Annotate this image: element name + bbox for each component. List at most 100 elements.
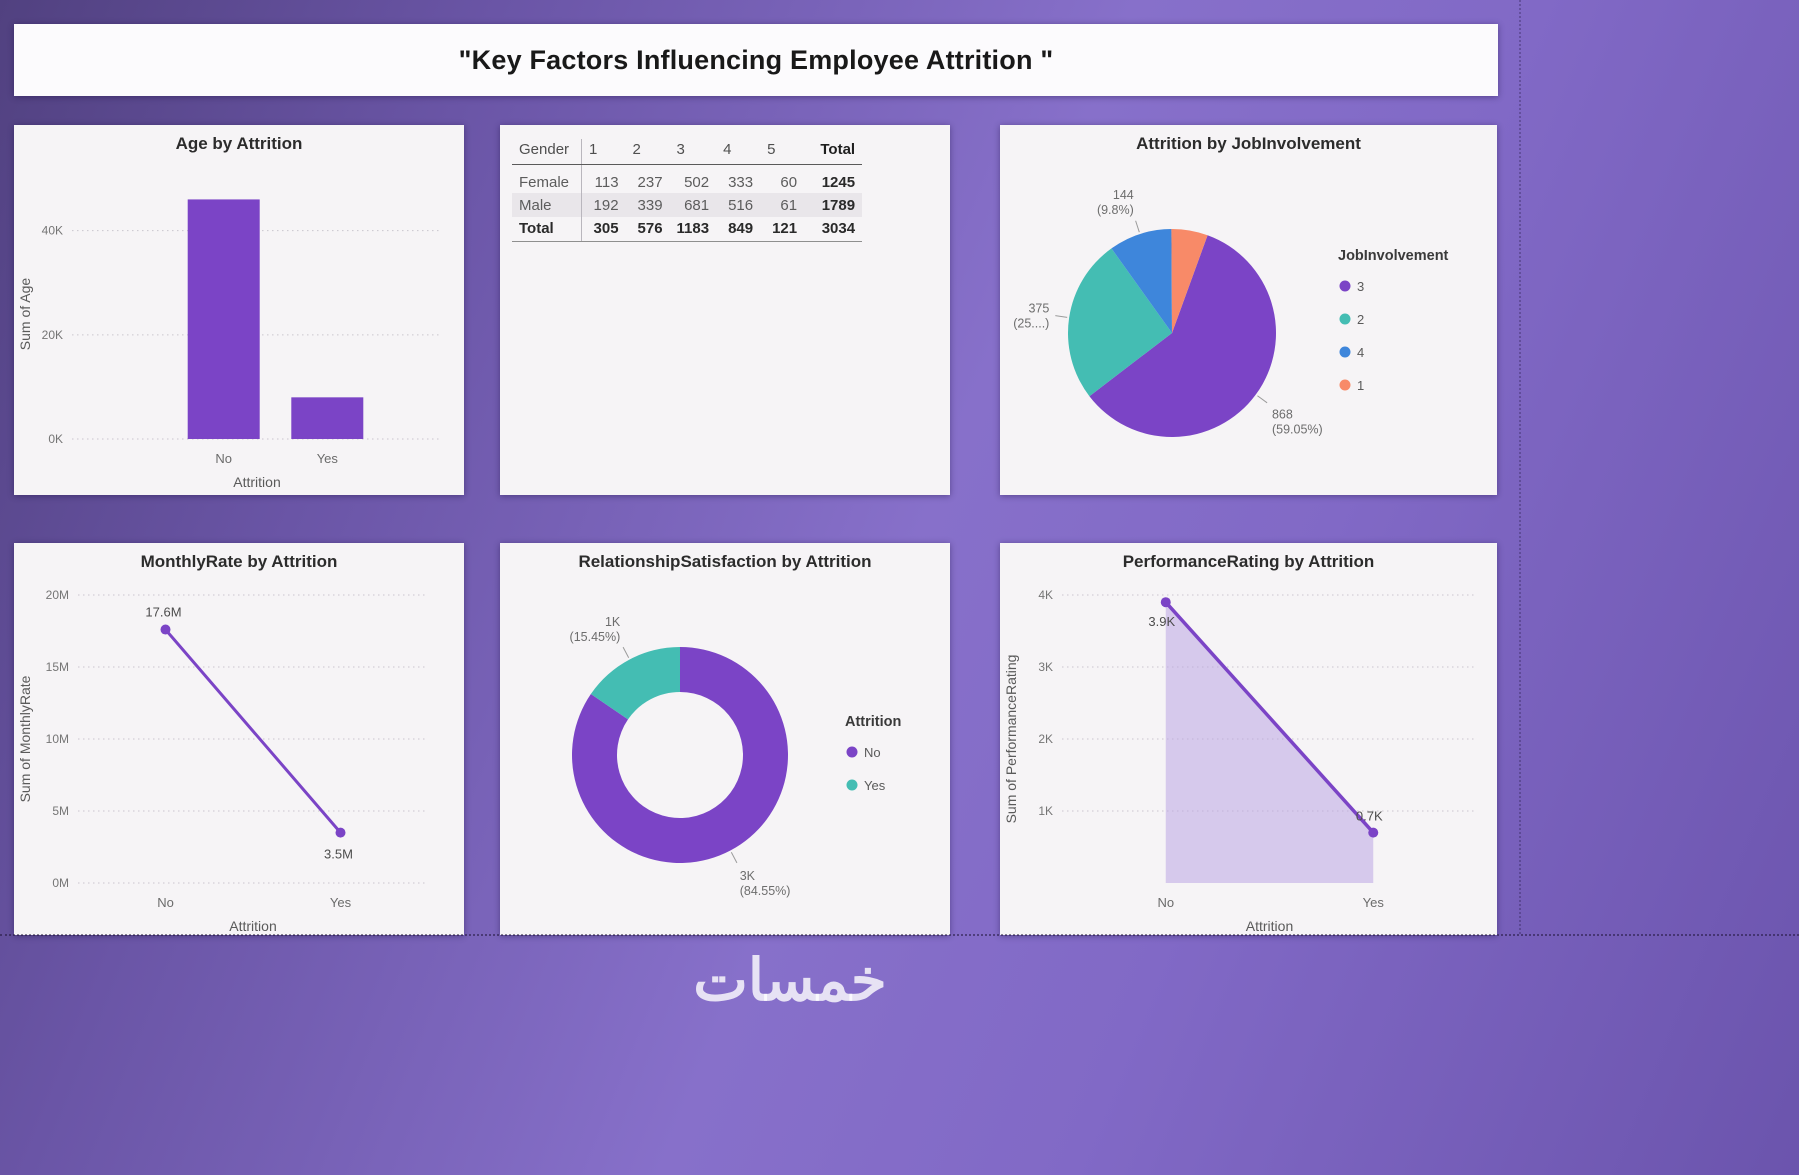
y-axis-title: Sum of Age xyxy=(17,278,33,351)
table-cell[interactable]: 849 xyxy=(716,217,761,242)
bar-Yes[interactable] xyxy=(291,397,364,439)
column-header-total[interactable]: Total xyxy=(804,139,863,165)
table-cell[interactable]: 121 xyxy=(760,217,805,242)
x-category-label: Yes xyxy=(1363,895,1385,910)
label-leader-line xyxy=(1257,395,1268,404)
donut-slice-Yes[interactable] xyxy=(590,647,680,720)
line-series[interactable] xyxy=(164,628,342,835)
pie-chart-svg: 868(59.05%) 375(25....) 144(9.8%) JobInvolv… xyxy=(1013,188,1449,438)
column-header-3[interactable]: 3 xyxy=(669,139,717,165)
pie-slice-1[interactable] xyxy=(1171,229,1208,333)
column-header-4[interactable]: 4 xyxy=(716,139,761,165)
y-tick-label: 1K xyxy=(1038,804,1053,818)
slice-label-pct: (59.05%) xyxy=(1272,422,1323,436)
visual-title-age-by-attrition: Age by Attrition xyxy=(175,134,303,153)
table-cell[interactable]: 502 xyxy=(684,174,710,191)
report-title-bar: "Key Factors Influencing Employee Attrit… xyxy=(14,24,1498,96)
bar-No[interactable] xyxy=(187,199,260,439)
y-tick-label: 4K xyxy=(1038,588,1053,602)
pie-slice-3[interactable] xyxy=(1089,235,1276,438)
table-row-total[interactable]: Total 305 576 1183 849 121 3034 xyxy=(512,217,863,242)
table-cell[interactable]: 61 xyxy=(760,193,805,217)
legend-label-No[interactable]: No xyxy=(864,745,881,760)
gender-matrix-table: Gender 1 2 3 4 5 Total Female 113 237 502 333 60 1245… xyxy=(512,139,863,242)
data-label: 17.6M xyxy=(145,605,181,620)
column-header-1[interactable]: 1 xyxy=(581,139,626,165)
x-axis-title: Attrition xyxy=(233,474,280,490)
canvas-right-edge xyxy=(1519,0,1521,934)
gender-matrix[interactable]: Gender 1 2 3 4 5 Total Female 113 237 502 333 60 1245… xyxy=(500,125,950,495)
visual-attrition-by-jobinvolvement: Attrition by JobInvolvement 868 (59.05%) 3… xyxy=(1000,125,1497,495)
table-cell[interactable]: 516 xyxy=(716,193,761,217)
table-cell[interactable]: 681 xyxy=(669,193,717,217)
monthlyrate-line-chart[interactable]: 0M 5M 10M 15M 20M No Yes Attrition Sum of Monthl… xyxy=(14,573,464,935)
label-leader-line xyxy=(1055,315,1068,318)
relationshipsatisfaction-donut-chart[interactable]: 3K (84.55%) 1K (15.45%) Attrition No Yes xyxy=(500,573,950,935)
legend-label-2[interactable]: 2 xyxy=(1357,312,1364,327)
data-point-No[interactable] xyxy=(1160,597,1171,608)
jobinvolvement-pie-chart[interactable]: 868 (59.05%) 375 (25....) 144 (9.8%) JobInvolv… xyxy=(1000,155,1497,495)
y-tick-label: 0M xyxy=(52,876,69,890)
table-cell[interactable]: 1183 xyxy=(669,217,717,242)
table-header-row: Gender 1 2 3 4 5 Total xyxy=(512,139,863,165)
data-point-No[interactable] xyxy=(160,624,171,635)
table-cell[interactable]: 305 xyxy=(581,217,626,242)
legend-swatch-3[interactable] xyxy=(1339,280,1351,292)
data-point-Yes[interactable] xyxy=(335,827,346,838)
table-cell[interactable]: 3034 xyxy=(804,217,863,242)
table-cell[interactable]: 192 xyxy=(581,193,626,217)
slice-label-pct: (9.8%) xyxy=(1097,203,1134,217)
y-tick-label: 20K xyxy=(42,328,63,342)
table-cell[interactable]: 339 xyxy=(625,193,670,217)
y-tick-label: 15M xyxy=(46,660,69,674)
table-cell[interactable]: 1789 xyxy=(804,193,863,217)
table-cell[interactable]: 237 xyxy=(637,174,663,191)
x-category-label: Yes xyxy=(330,895,352,910)
age-bar-chart[interactable]: 0K 20K 40K No Yes Attrition Sum of Age xyxy=(14,155,464,495)
row-header-male[interactable]: Male xyxy=(512,193,583,217)
pie-slice-4[interactable] xyxy=(1111,229,1172,333)
table-row-male[interactable]: Male 192 339 681 516 61 1789 xyxy=(512,193,863,217)
area-line[interactable] xyxy=(1164,600,1375,835)
table-cell[interactable]: 333 xyxy=(728,174,754,191)
donut-slice-No[interactable] xyxy=(572,647,788,863)
column-header-2[interactable]: 2 xyxy=(625,139,670,165)
legend-label-3[interactable]: 3 xyxy=(1357,279,1364,294)
visual-performancerating-by-attrition: PerformanceRating by Attrition 1K 2K 3K 4K N… xyxy=(1000,543,1497,935)
visual-title-performancerating: PerformanceRating by Attrition xyxy=(1122,552,1375,571)
legend-swatch-4[interactable] xyxy=(1339,346,1351,358)
row-header-female[interactable]: Female xyxy=(512,164,583,193)
legend-swatch-2[interactable] xyxy=(1339,313,1351,325)
data-point-Yes[interactable] xyxy=(1368,827,1379,838)
watermark-khamsat: خمسات xyxy=(693,948,887,1013)
x-category-label: Yes xyxy=(317,451,339,466)
legend-swatch-Yes[interactable] xyxy=(846,779,858,791)
y-tick-label: 5M xyxy=(52,804,69,818)
performancerating-area-chart[interactable]: 1K 2K 3K 4K No Yes Attrition Sum of Performance… xyxy=(1000,573,1497,935)
legend-swatch-1[interactable] xyxy=(1339,379,1351,391)
slice-label-value: 1K xyxy=(605,615,621,629)
visual-title-attrition-by-jobinvolvement: Attrition by JobInvolvement xyxy=(1136,134,1361,153)
slice-label-value: 868 xyxy=(1272,407,1293,421)
legend-label-1[interactable]: 1 xyxy=(1357,378,1364,393)
y-tick-label: 10M xyxy=(46,732,69,746)
table-row-female[interactable]: Female 113 237 502 333 60 1245 xyxy=(512,164,862,193)
column-header-5[interactable]: 5 xyxy=(760,139,805,165)
legend-label-Yes[interactable]: Yes xyxy=(864,778,886,793)
area-fill[interactable] xyxy=(1165,602,1374,883)
table-cell[interactable]: 113 xyxy=(594,174,619,191)
row-header-total[interactable]: Total xyxy=(512,217,583,242)
y-axis-title: Sum of MonthlyRate xyxy=(17,675,33,802)
y-tick-label: 40K xyxy=(42,224,63,238)
legend-swatch-No[interactable] xyxy=(846,746,858,758)
table-cell[interactable]: 60 xyxy=(780,174,798,191)
legend-label-4[interactable]: 4 xyxy=(1357,345,1364,360)
slice-label-value: 375 xyxy=(1028,302,1049,316)
column-header-gender[interactable]: Gender xyxy=(512,139,583,165)
pie-slice-2[interactable] xyxy=(1068,248,1172,397)
x-category-label: No xyxy=(1157,895,1174,910)
table-cell[interactable]: 1245 xyxy=(821,174,856,191)
table-cell[interactable]: 576 xyxy=(625,217,670,242)
label-leader-line xyxy=(1135,220,1140,233)
visual-monthlyrate-by-attrition: MonthlyRate by Attrition 0M 5M 10M 15M 20M No… xyxy=(14,543,464,935)
